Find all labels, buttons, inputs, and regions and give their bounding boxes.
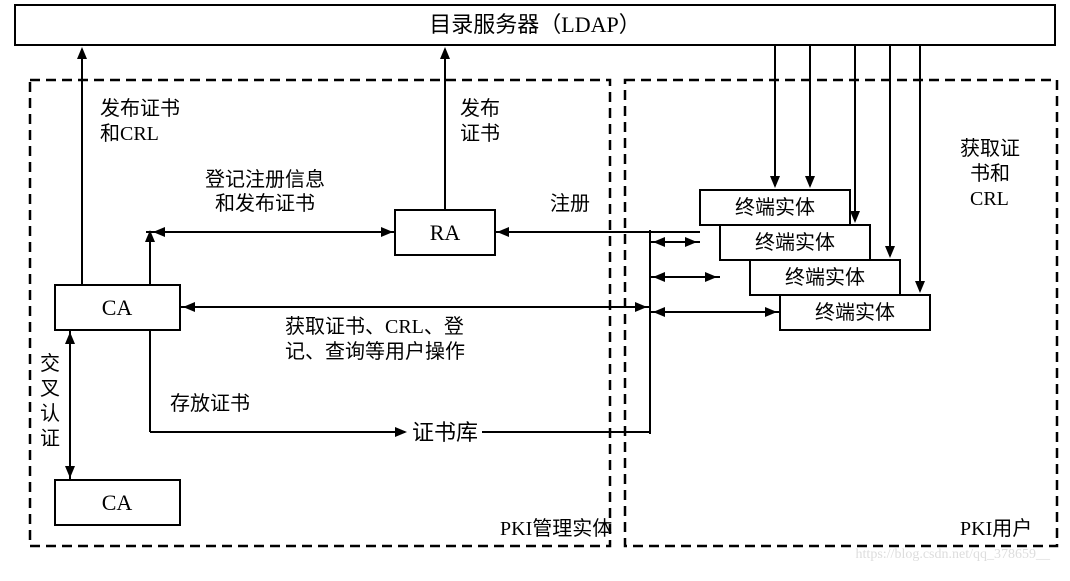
cert-repo-node: 证书库 — [412, 420, 478, 445]
terminal-entity-3: 终端实体 — [750, 260, 900, 295]
cross-cert-4: 证 — [40, 427, 60, 450]
ldap-node: 目录服务器（LDAP） — [15, 5, 1055, 45]
watermark: https://blog.csdn.net/qq_378659__ — [856, 547, 1051, 562]
cross-cert-3: 认 — [40, 402, 60, 425]
ra-node: RA — [395, 210, 495, 255]
pki-user-label: PKI用户 — [960, 517, 1032, 540]
ca-node: CA — [55, 285, 180, 330]
te1-label: 终端实体 — [735, 196, 815, 219]
get-cert-l1: 获取证书、CRL、登 — [285, 315, 464, 338]
publish-cert-l1: 发布 — [460, 97, 500, 120]
cross-cert-2: 叉 — [40, 378, 60, 400]
ldap-label: 目录服务器（LDAP） — [429, 12, 640, 37]
get-cert-crl-l3: CRL — [970, 188, 1009, 210]
publish-cert-crl-l2: 和CRL — [100, 122, 159, 145]
cert-repo-label: 证书库 — [412, 420, 478, 445]
ra-label: RA — [430, 220, 461, 245]
edge-ca-ra — [146, 232, 395, 285]
register-label: 注册 — [550, 192, 590, 215]
terminal-entity-1: 终端实体 — [700, 190, 850, 225]
reg-info-l2: 和发布证书 — [215, 192, 315, 215]
store-cert-label: 存放证书 — [170, 392, 250, 415]
publish-cert-l2: 证书 — [460, 122, 500, 145]
reg-info-l1: 登记注册信息 — [205, 168, 325, 191]
cross-cert-1: 交 — [40, 352, 60, 375]
pki-mgmt-label: PKI管理实体 — [500, 517, 612, 540]
terminal-entity-2: 终端实体 — [720, 225, 870, 260]
publish-cert-crl-l1: 发布证书 — [100, 97, 180, 120]
pki-diagram: 目录服务器（LDAP） PKI管理实体 PKI用户 CA CA RA 证书库 终… — [0, 0, 1070, 576]
te3-label: 终端实体 — [785, 266, 865, 289]
te4-label: 终端实体 — [815, 301, 895, 324]
ca-label: CA — [102, 295, 133, 320]
get-cert-crl-l1: 获取证 — [960, 137, 1020, 160]
te2-label: 终端实体 — [755, 231, 835, 254]
terminal-entity-4: 终端实体 — [780, 295, 930, 330]
get-cert-l2: 记、查询等用户操作 — [285, 340, 465, 363]
ca2-node: CA — [55, 480, 180, 525]
get-cert-crl-l2: 书和 — [970, 162, 1010, 185]
ca2-label: CA — [102, 490, 133, 515]
